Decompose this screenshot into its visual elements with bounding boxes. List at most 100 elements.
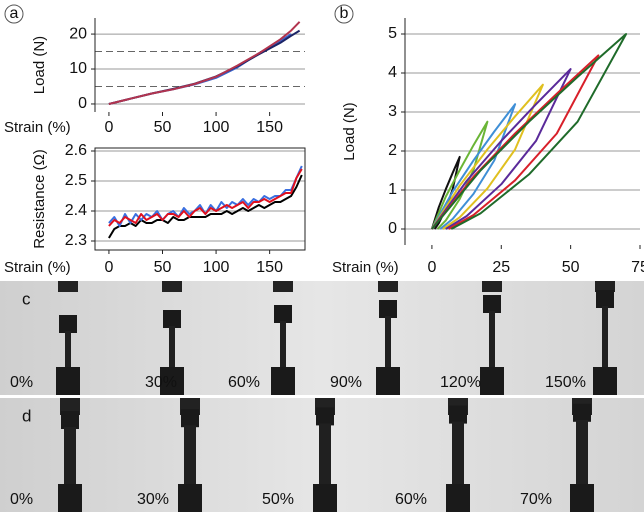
- clamp: [378, 280, 398, 292]
- y-tick-label: 2.4: [65, 202, 87, 219]
- y-tick-label: 2.6: [65, 142, 87, 159]
- clamp: [162, 280, 182, 292]
- specimen-bottom: [313, 484, 337, 512]
- frame-label: 30%: [137, 491, 169, 508]
- x-tick-label: 25: [492, 259, 510, 276]
- series-line: [108, 174, 303, 239]
- series-line: [431, 103, 517, 230]
- frame-label: 30%: [145, 374, 177, 391]
- specimen-neck: [64, 427, 76, 484]
- specimen-neck: [576, 419, 588, 484]
- x-tick-label: 150: [256, 119, 283, 136]
- x-tick-label: 100: [203, 119, 230, 136]
- specimen-bottom: [178, 484, 202, 512]
- y-tick-label: 0: [388, 220, 397, 237]
- panel-label: b: [340, 5, 349, 22]
- x-tick-label: 50: [154, 119, 172, 136]
- series-line: [108, 168, 303, 227]
- frame-label: 120%: [440, 374, 481, 391]
- specimen-top: [181, 409, 199, 428]
- panel-circle: [334, 4, 354, 24]
- specimen-bottom: [593, 367, 617, 395]
- panel-circle: [4, 4, 24, 24]
- specimen-top: [59, 315, 77, 333]
- series-line: [431, 83, 544, 230]
- x-tick-label: 0: [427, 259, 436, 276]
- specimen-neck: [602, 306, 608, 367]
- specimen-neck: [184, 425, 196, 484]
- y-tick-label: 2.5: [65, 172, 87, 189]
- y-axis-label: Resistance (Ω): [31, 149, 48, 249]
- specimen-bottom: [480, 367, 504, 395]
- specimen-top: [596, 290, 614, 308]
- panel-label: a: [10, 5, 19, 22]
- specimen-bottom: [570, 484, 594, 512]
- series-line: [431, 33, 628, 230]
- y-axis-label: Load (N): [341, 102, 358, 160]
- x-axis-label: Strain (%): [4, 259, 71, 276]
- specimen-neck: [169, 326, 175, 367]
- clamp: [58, 280, 78, 292]
- frame-label: 0%: [10, 374, 33, 391]
- y-tick-label: 3: [388, 103, 397, 120]
- y-tick-label: 1: [388, 181, 397, 198]
- y-tick-label: 4: [388, 64, 397, 81]
- specimen-top: [61, 411, 79, 429]
- frame-label: 70%: [520, 491, 552, 508]
- x-tick-label: 0: [104, 259, 113, 276]
- clamp: [595, 280, 615, 292]
- photo-background: [0, 280, 644, 395]
- specimen-top: [274, 305, 292, 323]
- clamp: [482, 280, 502, 292]
- x-axis-label: Strain (%): [4, 119, 71, 136]
- plot-frame: [94, 147, 306, 251]
- x-tick-label: 150: [256, 259, 283, 276]
- series-line: [431, 68, 572, 230]
- specimen-bottom: [160, 367, 184, 395]
- specimen-neck: [319, 423, 331, 484]
- clamp: [60, 397, 80, 415]
- specimen-top: [163, 310, 181, 328]
- y-tick-label: 2: [388, 142, 397, 159]
- x-axis-label: Strain (%): [332, 259, 399, 276]
- y-axis-label: Load (N): [31, 36, 48, 94]
- y-tick-label: 10: [69, 60, 87, 77]
- specimen-bottom: [446, 484, 470, 512]
- panel-label: d: [22, 406, 31, 425]
- specimen-top: [449, 405, 467, 424]
- specimen-top: [483, 295, 501, 313]
- specimen-bottom: [271, 367, 295, 395]
- specimen-neck: [385, 316, 391, 367]
- specimen-bottom: [56, 367, 80, 395]
- x-tick-label: 0: [104, 119, 113, 136]
- frame-label: 60%: [395, 491, 427, 508]
- series-line: [108, 29, 301, 105]
- specimen-top: [316, 407, 334, 426]
- y-tick-label: 5: [388, 25, 397, 42]
- specimen-top: [379, 300, 397, 318]
- specimen-bottom: [376, 367, 400, 395]
- x-tick-label: 50: [154, 259, 172, 276]
- frame-label: 150%: [545, 374, 586, 391]
- frame-label: 60%: [228, 374, 260, 391]
- specimen-bottom: [58, 484, 82, 512]
- frame-label: 90%: [330, 374, 362, 391]
- specimen-neck: [280, 321, 286, 367]
- specimen-neck: [452, 421, 464, 484]
- x-tick-label: 75: [631, 259, 644, 276]
- y-tick-label: 20: [69, 25, 87, 42]
- x-tick-label: 50: [562, 259, 580, 276]
- y-tick-label: 2.3: [65, 232, 87, 249]
- x-tick-label: 100: [203, 259, 230, 276]
- panel-label: c: [22, 289, 31, 308]
- specimen-neck: [489, 311, 495, 367]
- specimen-top: [573, 403, 591, 422]
- specimen-neck: [65, 331, 71, 367]
- series-line: [430, 120, 489, 230]
- frame-label: 0%: [10, 491, 33, 508]
- clamp: [273, 280, 293, 292]
- y-tick-label: 0: [78, 95, 87, 112]
- series-line: [108, 21, 301, 105]
- frame-label: 50%: [262, 491, 294, 508]
